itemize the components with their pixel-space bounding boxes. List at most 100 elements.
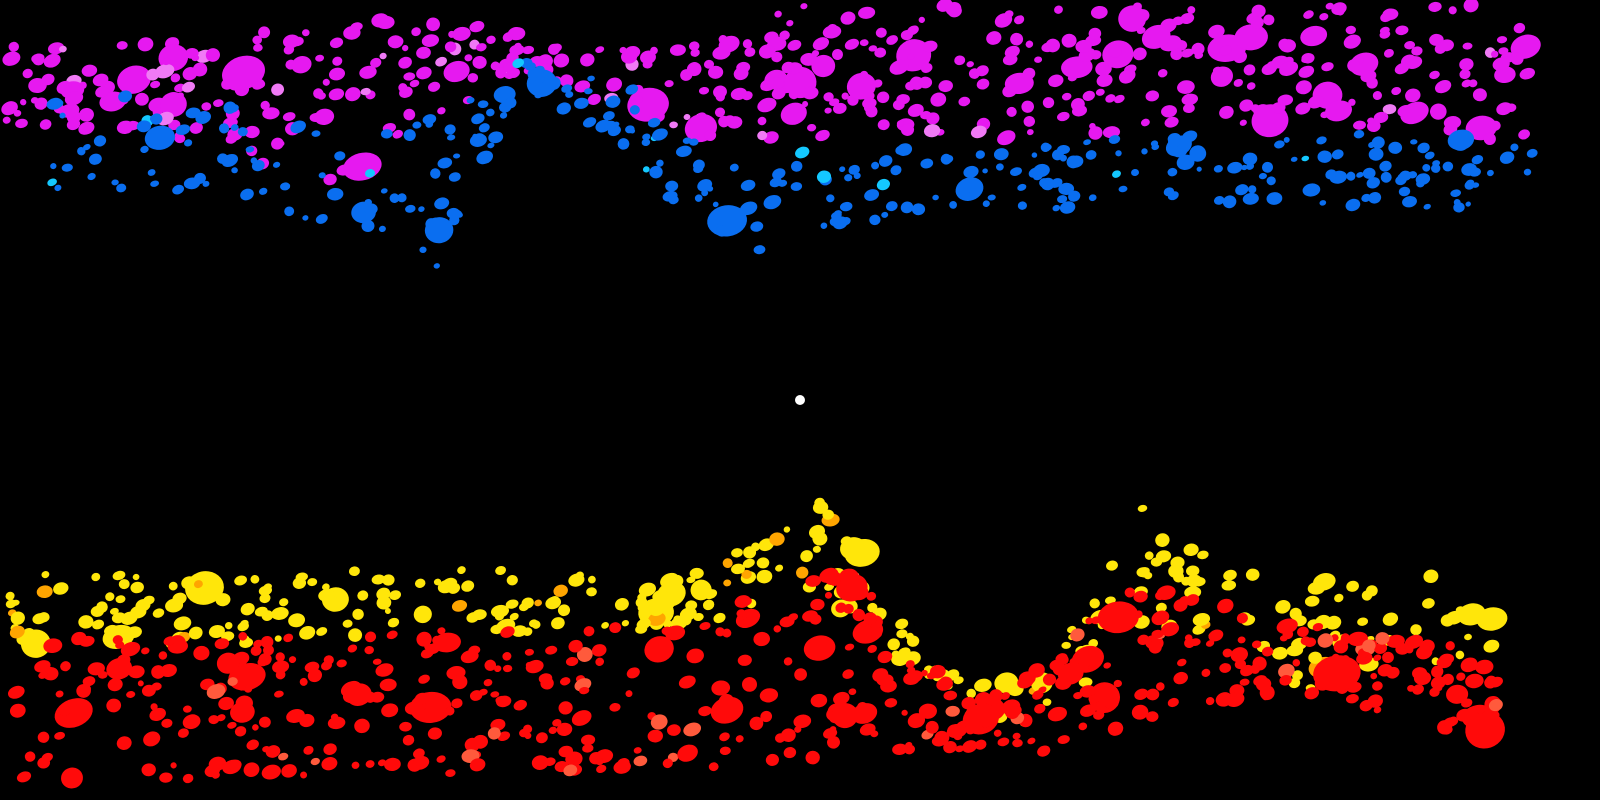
red-particle xyxy=(469,690,483,701)
red-particle xyxy=(863,612,877,625)
blue-particle xyxy=(425,120,434,128)
magenta-particle xyxy=(580,53,595,67)
blue-particle xyxy=(1431,163,1441,173)
red-particle xyxy=(633,747,642,754)
red-particle xyxy=(571,710,592,726)
red-particle xyxy=(1347,631,1368,647)
magenta-particle xyxy=(116,120,134,134)
red-particle xyxy=(1412,684,1424,695)
red-particle xyxy=(116,736,132,750)
yellow-particle xyxy=(713,612,726,624)
blue-particle xyxy=(574,97,589,109)
magenta-particle xyxy=(328,67,346,81)
yellow-particle xyxy=(1304,595,1320,607)
blue-particle xyxy=(1151,143,1160,151)
blue-particle xyxy=(47,178,57,187)
magenta-particle xyxy=(606,77,623,92)
red-particle xyxy=(1085,617,1093,625)
yellow-particle xyxy=(1137,504,1148,512)
yellow-particle xyxy=(518,602,530,612)
red-particle xyxy=(451,698,463,709)
red-particle xyxy=(472,734,488,749)
red-particle xyxy=(1460,698,1473,708)
yellow-particle xyxy=(109,607,119,615)
red-particle xyxy=(1230,647,1248,663)
red-particle xyxy=(1148,640,1162,654)
magenta-particle xyxy=(595,46,605,53)
magenta-particle xyxy=(452,26,471,41)
red-particle xyxy=(1317,633,1334,648)
magenta-particle xyxy=(587,93,601,105)
magenta-particle xyxy=(640,50,656,65)
blue-particle xyxy=(739,201,758,216)
magenta-particle xyxy=(1343,34,1361,49)
blue-particle xyxy=(1235,184,1249,196)
magenta-particle xyxy=(376,15,395,30)
red-particle xyxy=(997,737,1010,747)
magenta-particle xyxy=(1463,0,1479,13)
red-particle xyxy=(835,602,847,613)
yellow-particle xyxy=(36,585,53,599)
blue-particle xyxy=(1033,163,1050,178)
magenta-particle xyxy=(416,46,431,59)
red-particle xyxy=(1047,706,1067,722)
blue-particle xyxy=(471,113,485,125)
blue-particle xyxy=(111,179,119,186)
magenta-particle xyxy=(1491,50,1499,58)
magenta-particle xyxy=(1498,47,1509,55)
red-particle xyxy=(323,743,337,756)
blue-particle xyxy=(311,130,321,137)
blue-particle xyxy=(1017,201,1027,210)
yellow-particle xyxy=(636,618,651,630)
blue-particle xyxy=(284,206,295,217)
magenta-particle xyxy=(282,112,296,122)
red-particle xyxy=(1226,692,1245,708)
red-particle xyxy=(955,745,965,753)
red-particle xyxy=(1097,601,1139,634)
red-particle xyxy=(711,680,731,696)
magenta-particle xyxy=(1108,44,1122,58)
blue-particle xyxy=(1242,152,1258,166)
red-particle xyxy=(1219,601,1231,612)
blue-particle xyxy=(418,206,425,212)
red-particle xyxy=(719,732,730,742)
red-particle xyxy=(416,631,432,647)
blue-particle xyxy=(556,102,571,115)
red-particle xyxy=(722,628,732,638)
magenta-particle xyxy=(22,68,33,79)
red-particle xyxy=(852,608,866,622)
magenta-particle xyxy=(389,36,404,48)
red-particle xyxy=(1057,735,1070,745)
magenta-particle xyxy=(1279,61,1299,76)
blue-particle xyxy=(54,99,64,108)
yellow-particle xyxy=(809,524,825,539)
magenta-particle xyxy=(1301,56,1311,63)
red-particle xyxy=(436,755,446,763)
yellow-particle xyxy=(10,611,25,625)
yellow-particle xyxy=(1286,644,1304,657)
red-particle xyxy=(261,764,281,780)
magenta-particle xyxy=(191,54,200,62)
red-particle xyxy=(1104,698,1119,709)
blue-particle xyxy=(763,194,782,210)
blue-particle xyxy=(1039,178,1050,188)
blue-particle xyxy=(920,158,934,169)
magenta-particle xyxy=(399,86,413,98)
blue-particle xyxy=(1447,129,1475,151)
yellow-particle xyxy=(648,612,666,626)
yellow-particle xyxy=(1307,581,1326,595)
red-particle xyxy=(1312,622,1324,632)
red-particle xyxy=(386,630,398,640)
magenta-particle xyxy=(1177,80,1195,94)
magenta-particle xyxy=(686,62,702,77)
red-particle xyxy=(321,757,338,771)
red-particle xyxy=(779,616,795,628)
blue-particle xyxy=(136,120,152,133)
blue-particle xyxy=(437,157,453,169)
blue-particle xyxy=(61,163,73,172)
red-particle xyxy=(736,609,746,618)
red-particle xyxy=(548,726,558,734)
red-particle xyxy=(1456,672,1466,681)
blue-particle xyxy=(791,160,803,172)
magenta-particle xyxy=(727,116,743,129)
